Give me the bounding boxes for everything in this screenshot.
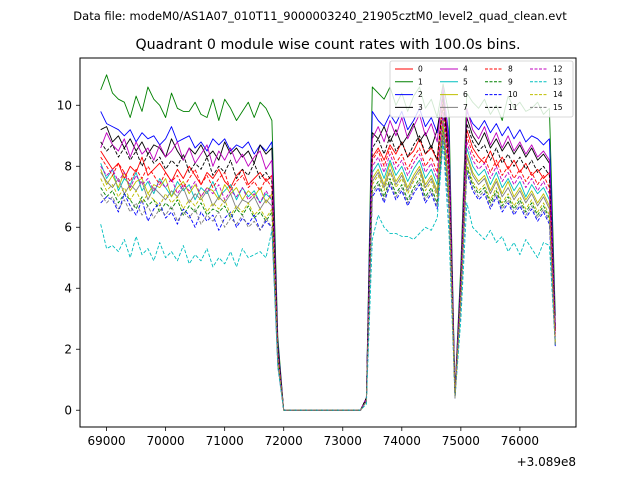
y-tick-label: 0: [64, 404, 72, 418]
legend-label-0: 0: [418, 65, 423, 74]
legend-label-2: 2: [418, 90, 423, 99]
legend-box: [389, 60, 574, 118]
x-tick-label: 71000: [206, 434, 244, 448]
series-line-9: [100, 129, 556, 411]
series-line-12: [100, 110, 556, 411]
series-line-5: [100, 117, 556, 411]
legend-label-4: 4: [463, 65, 468, 74]
series-line-14: [100, 126, 556, 411]
legend-label-12: 12: [553, 65, 563, 74]
chart-title: Quadrant 0 module wise count rates with …: [135, 37, 520, 53]
axes-frame: [79, 57, 577, 428]
series-line-11: [100, 98, 556, 411]
series-line-0: [100, 95, 556, 411]
legend-label-3: 3: [418, 103, 423, 112]
y-tick-label: 6: [64, 221, 72, 235]
series-line-7: [100, 123, 556, 411]
legend-label-13: 13: [553, 77, 563, 86]
legend-label-10: 10: [508, 90, 518, 99]
legend-label-14: 14: [553, 90, 563, 99]
y-axis-ticks: 0 2 4 6 8 10: [57, 99, 80, 418]
x-tick-label: 72000: [265, 434, 303, 448]
y-tick-label: 4: [64, 282, 72, 296]
y-tick-label: 8: [64, 160, 72, 174]
x-tick-label: 69000: [87, 434, 125, 448]
legend-label-6: 6: [463, 90, 468, 99]
series-line-2: [100, 89, 556, 411]
x-tick-label: 75000: [442, 434, 480, 448]
legend-label-5: 5: [463, 77, 468, 86]
x-tick-label: 76000: [501, 434, 539, 448]
x-tick-label: 70000: [147, 434, 185, 448]
series-line-8: [100, 104, 556, 411]
legend-label-11: 11: [508, 103, 518, 112]
plot-lines: [100, 74, 556, 411]
series-line-4: [100, 86, 556, 411]
series-line-3: [100, 92, 556, 411]
legend-label-15: 15: [553, 103, 563, 112]
legend-label-1: 1: [418, 77, 423, 86]
y-tick-label: 10: [57, 99, 72, 113]
series-line-15: [100, 132, 556, 411]
y-tick-label: 2: [64, 343, 72, 357]
x-tick-label: 73000: [324, 434, 362, 448]
legend-label-7: 7: [463, 103, 468, 112]
legend-label-8: 8: [508, 65, 513, 74]
x-offset-text: +3.089e8: [517, 455, 576, 469]
chart-suptitle: Data file: modeM0/AS1A07_010T11_90000032…: [73, 9, 567, 23]
series-line-13: [100, 141, 556, 411]
x-axis-ticks: 69000 70000 71000 72000 73000 74000 75000 76000: [87, 427, 539, 448]
legend-label-9: 9: [508, 77, 513, 86]
series-line-6: [100, 120, 556, 411]
x-tick-label: 74000: [383, 434, 421, 448]
